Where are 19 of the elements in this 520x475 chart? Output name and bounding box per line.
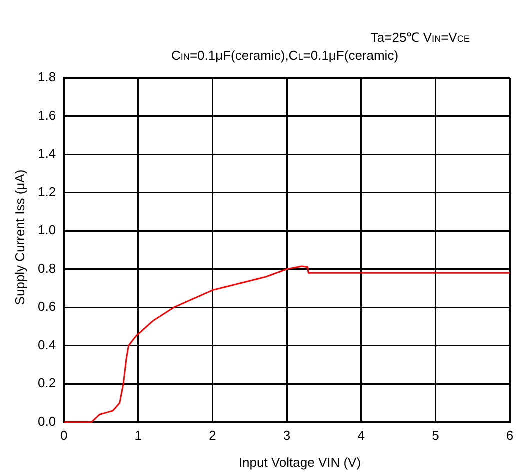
x-tick-label: 5 <box>432 428 440 443</box>
y-tick-label: 1.2 <box>38 184 56 200</box>
y-tick-label: 0.4 <box>38 337 56 352</box>
x-tick-label: 2 <box>209 428 216 443</box>
y-tick-label: 0.2 <box>38 376 56 391</box>
y-tick-label: 0.0 <box>38 414 56 429</box>
y-axis-title: Supply Current Iss (μA) <box>12 168 28 308</box>
x-tick-label: 3 <box>283 428 291 443</box>
y-tick-label: 0.6 <box>38 299 56 314</box>
y-tick-label: 1.8 <box>38 70 56 85</box>
x-axis-title: Input Voltage VIN (V) <box>238 455 362 470</box>
y-tick-label: 1.6 <box>38 108 56 123</box>
x-tick-label: 4 <box>358 428 365 443</box>
y-tick-label: 1.4 <box>38 146 56 162</box>
x-tick-label: 0 <box>60 428 68 443</box>
y-tick-label: 1.0 <box>38 222 56 238</box>
x-tick-label: 1 <box>134 428 142 443</box>
x-tick-label: 6 <box>506 428 514 443</box>
y-tick-label: 0.8 <box>38 260 56 276</box>
